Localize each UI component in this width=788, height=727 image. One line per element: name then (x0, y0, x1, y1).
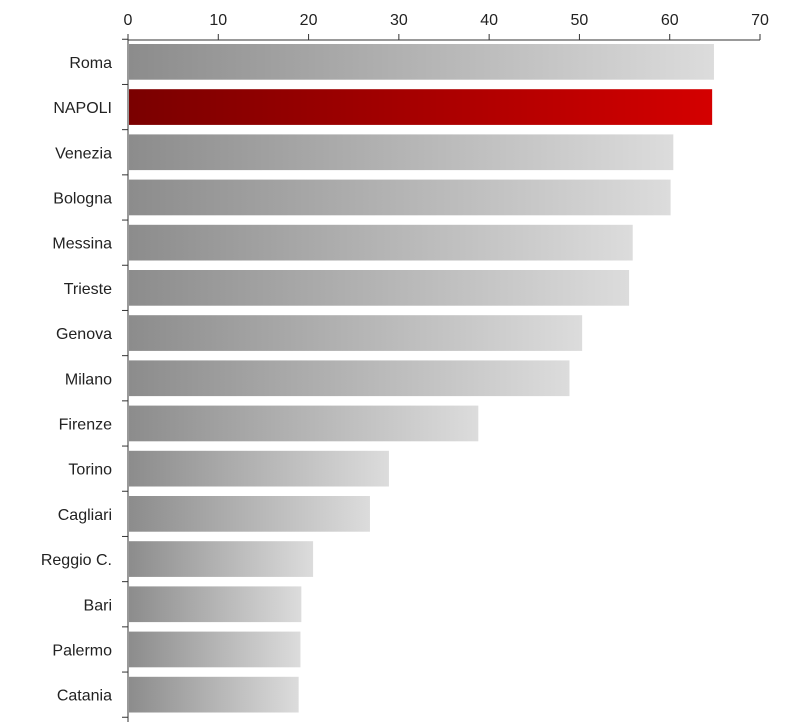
category-label: Firenze (59, 416, 112, 433)
category-label: Genova (56, 326, 112, 343)
bar-milano (129, 360, 570, 397)
x-tick-label: 0 (124, 12, 133, 29)
category-label: NAPOLI (53, 100, 112, 117)
x-axis: 0 10 20 30 40 50 60 70 (124, 12, 769, 41)
category-label: Messina (52, 236, 112, 253)
category-label: Palermo (52, 642, 112, 659)
category-label: Catania (57, 688, 112, 705)
bar-bologna (129, 179, 671, 216)
bar-firenze (129, 405, 479, 442)
bar-reggio-c (129, 541, 314, 577)
y-axis (122, 38, 129, 722)
bar-cagliari (129, 496, 370, 532)
x-tick-label: 20 (300, 12, 318, 29)
bar-roma (129, 44, 714, 80)
category-label: Roma (69, 55, 112, 72)
bar-trieste (129, 270, 630, 306)
category-label: Cagliari (58, 507, 112, 524)
category-label: Venezia (55, 145, 112, 162)
x-tick-label: 10 (209, 12, 227, 29)
x-tick-label: 70 (751, 12, 769, 29)
category-label: Torino (68, 462, 112, 479)
category-label: Milano (65, 371, 112, 388)
bar-catania (129, 676, 299, 713)
bar-genova (129, 315, 583, 351)
category-label: Bari (84, 597, 112, 614)
bar-napoli (129, 89, 713, 125)
x-tick-label: 50 (571, 12, 589, 29)
bars: Roma NAPOLI Venezia Bologna Messina Trieste Ge… (41, 44, 714, 713)
x-tick-label: 60 (661, 12, 679, 29)
bar-bari (129, 586, 302, 623)
x-tick-label: 40 (480, 12, 498, 29)
bar-venezia (129, 134, 674, 171)
bar-torino (129, 450, 389, 487)
category-label: Trieste (64, 281, 112, 298)
bar-messina (129, 224, 633, 261)
category-label: Reggio C. (41, 552, 112, 569)
x-tick-label: 30 (390, 12, 408, 29)
bar-palermo (129, 631, 301, 668)
category-label: Bologna (53, 190, 112, 207)
